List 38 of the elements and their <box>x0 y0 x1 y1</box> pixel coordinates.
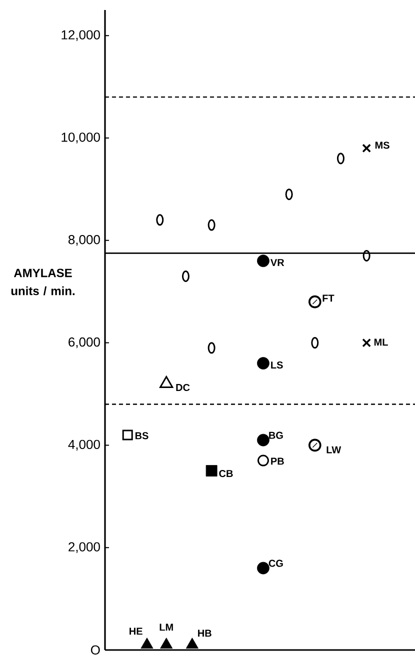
point <box>308 295 322 308</box>
point <box>308 438 322 452</box>
point <box>206 465 218 476</box>
point <box>257 357 270 370</box>
y-tick-label: 6,000 <box>68 337 100 348</box>
point <box>257 434 270 446</box>
point <box>257 254 270 268</box>
series-label: PB <box>271 458 284 465</box>
y-tick-label: 2,000 <box>68 542 100 553</box>
series-label: FT <box>322 294 334 302</box>
series-label: ML <box>374 338 388 346</box>
point <box>362 338 371 348</box>
series-label: CG <box>268 560 283 567</box>
series-label: HE <box>130 628 142 635</box>
series-label: DC <box>176 384 190 392</box>
y-tick-label: 12,000 <box>62 30 100 41</box>
point <box>160 638 173 649</box>
series-label: HB <box>198 630 212 637</box>
series-label: BS <box>135 432 148 440</box>
point <box>122 430 133 440</box>
y-tick-label: 4,000 <box>68 440 100 451</box>
point <box>257 454 269 466</box>
series-label: MS <box>375 142 390 149</box>
point <box>257 562 270 574</box>
series-label: BG <box>269 432 283 439</box>
y-axis-title: AMYLASE units / min. <box>11 268 75 296</box>
point <box>140 638 154 649</box>
series-label: LW <box>326 446 342 454</box>
point <box>362 144 371 153</box>
series-label: CB <box>219 470 233 478</box>
y-tick-label: 10,000 <box>62 132 100 144</box>
series-label: LS <box>271 361 283 369</box>
y-tick-label: 8,000 <box>68 235 100 246</box>
series-label: VR <box>270 259 284 266</box>
y-tick-label: O <box>90 645 100 655</box>
point <box>186 638 198 649</box>
point <box>160 376 174 388</box>
series-label: LM <box>160 624 173 631</box>
